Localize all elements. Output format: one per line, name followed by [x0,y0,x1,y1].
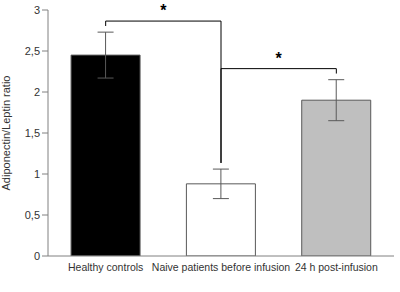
svg-text:2: 2 [34,86,40,98]
svg-text:0,5: 0,5 [25,209,40,221]
svg-text:2,5: 2,5 [25,45,40,57]
svg-text:Naive patients before infusion: Naive patients before infusion [152,261,290,273]
svg-text:Adiponectin/Leptin ratio: Adiponectin/Leptin ratio [8,76,12,191]
svg-text:3: 3 [34,4,40,16]
svg-text:24 h post-infusion: 24 h post-infusion [295,261,378,273]
svg-text:*: * [160,2,167,19]
svg-text:1: 1 [34,168,40,180]
svg-text:Healthy controls: Healthy controls [68,261,143,273]
svg-text:*: * [276,50,283,67]
svg-text:1,5: 1,5 [25,127,40,139]
svg-text:0: 0 [34,250,40,262]
